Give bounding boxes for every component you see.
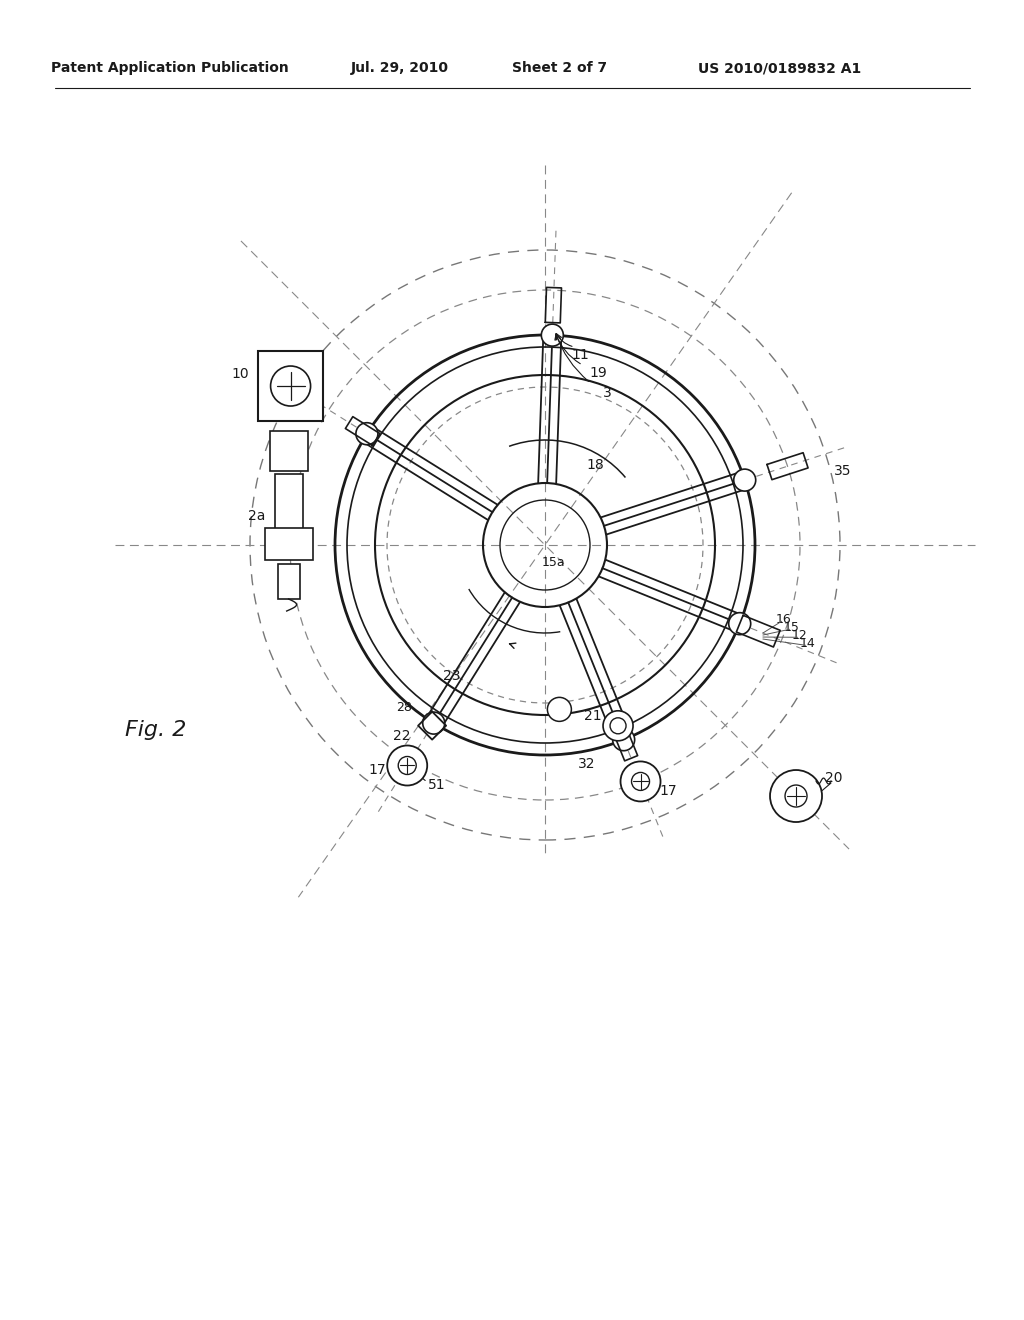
Text: 15a: 15a bbox=[542, 557, 565, 569]
Text: US 2010/0189832 A1: US 2010/0189832 A1 bbox=[698, 61, 861, 75]
Text: 3: 3 bbox=[603, 387, 612, 400]
Text: 16: 16 bbox=[776, 612, 792, 626]
Circle shape bbox=[610, 718, 626, 734]
Text: 11: 11 bbox=[571, 348, 590, 362]
Circle shape bbox=[785, 785, 807, 807]
Text: 10: 10 bbox=[231, 367, 250, 381]
Text: 32: 32 bbox=[578, 758, 595, 771]
Circle shape bbox=[270, 366, 310, 407]
Text: 14: 14 bbox=[800, 636, 815, 649]
Text: 18: 18 bbox=[586, 458, 604, 473]
Text: Patent Application Publication: Patent Application Publication bbox=[51, 61, 289, 75]
Circle shape bbox=[398, 756, 416, 775]
Circle shape bbox=[612, 729, 635, 751]
Circle shape bbox=[356, 422, 378, 445]
Text: 17: 17 bbox=[659, 784, 677, 799]
Text: 19: 19 bbox=[590, 366, 607, 380]
Bar bbox=[269, 432, 307, 471]
Circle shape bbox=[542, 325, 563, 346]
Text: 21: 21 bbox=[585, 709, 602, 723]
Text: 28: 28 bbox=[396, 701, 412, 714]
Text: 51: 51 bbox=[428, 779, 446, 792]
Circle shape bbox=[734, 469, 756, 491]
Circle shape bbox=[770, 770, 822, 822]
Text: 12: 12 bbox=[792, 628, 808, 642]
Text: 17: 17 bbox=[369, 763, 386, 777]
Text: Fig. 2: Fig. 2 bbox=[125, 719, 186, 741]
Text: Sheet 2 of 7: Sheet 2 of 7 bbox=[512, 61, 607, 75]
Circle shape bbox=[603, 710, 633, 741]
Bar bbox=[258, 351, 324, 421]
Text: 2a: 2a bbox=[248, 510, 265, 523]
Text: 22: 22 bbox=[393, 729, 411, 743]
Circle shape bbox=[729, 612, 751, 635]
Text: 15: 15 bbox=[783, 620, 800, 634]
Bar bbox=[274, 474, 302, 528]
Text: Jul. 29, 2010: Jul. 29, 2010 bbox=[351, 61, 449, 75]
Circle shape bbox=[423, 711, 444, 734]
Circle shape bbox=[387, 746, 427, 785]
Circle shape bbox=[621, 762, 660, 801]
Bar bbox=[278, 564, 300, 598]
Circle shape bbox=[548, 697, 571, 721]
Bar bbox=[264, 528, 312, 560]
Text: 35: 35 bbox=[834, 465, 851, 478]
Text: 20: 20 bbox=[825, 771, 843, 785]
Circle shape bbox=[632, 772, 649, 791]
Text: 23: 23 bbox=[443, 669, 461, 682]
